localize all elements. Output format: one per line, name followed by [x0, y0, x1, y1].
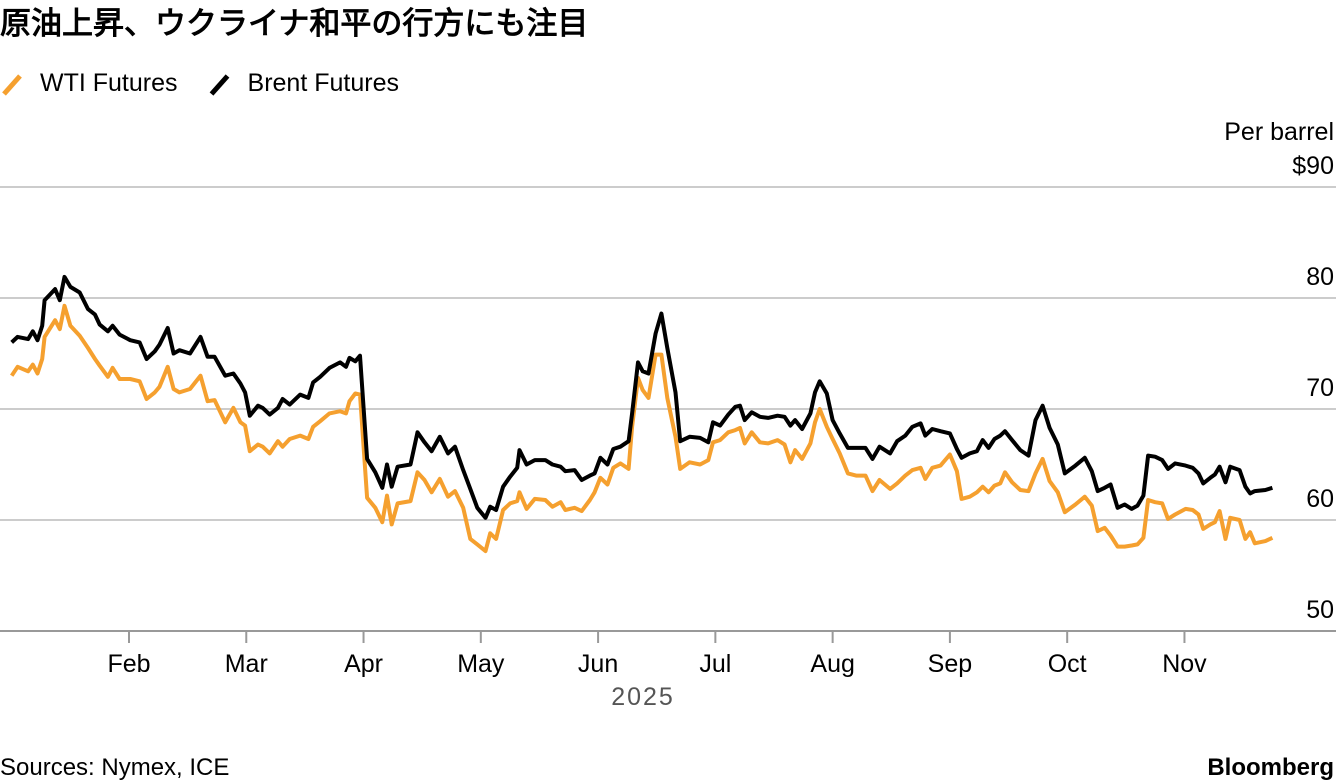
chart-title: 原油上昇、ウクライナ和平の行方にも注目	[0, 6, 588, 41]
x-tick-label: Jun	[578, 650, 618, 678]
series-line	[10, 303, 1274, 554]
y-tick-label: 60	[1306, 485, 1334, 513]
y-tick-label: 70	[1306, 374, 1334, 402]
brand: Bloomberg	[1207, 754, 1334, 781]
x-tick-label: Mar	[225, 650, 268, 678]
y-axis-label: Per barrel	[1224, 118, 1334, 146]
x-tick-label: Nov	[1162, 650, 1207, 678]
x-tick-label: Feb	[107, 650, 150, 678]
source: Sources: Nymex, ICE	[0, 754, 229, 781]
y-tick-label: $90	[1292, 152, 1334, 180]
x-tick-label: Sep	[928, 650, 972, 678]
series-line	[10, 274, 1273, 520]
x-tick-label: May	[457, 650, 505, 678]
legend-label: Brent Futures	[248, 69, 399, 97]
y-tick-label: 50	[1306, 596, 1334, 624]
x-tick-label: Oct	[1048, 650, 1087, 678]
x-tick-label: Jul	[699, 650, 731, 678]
legend-label: WTI Futures	[40, 69, 178, 97]
x-tick-label: Apr	[344, 650, 383, 678]
legend-swatch	[209, 74, 230, 96]
x-tick-label: Aug	[810, 650, 854, 678]
x-axis-label: 2025	[611, 683, 675, 711]
legend-swatch	[2, 74, 22, 96]
y-tick-label: 80	[1306, 263, 1334, 291]
